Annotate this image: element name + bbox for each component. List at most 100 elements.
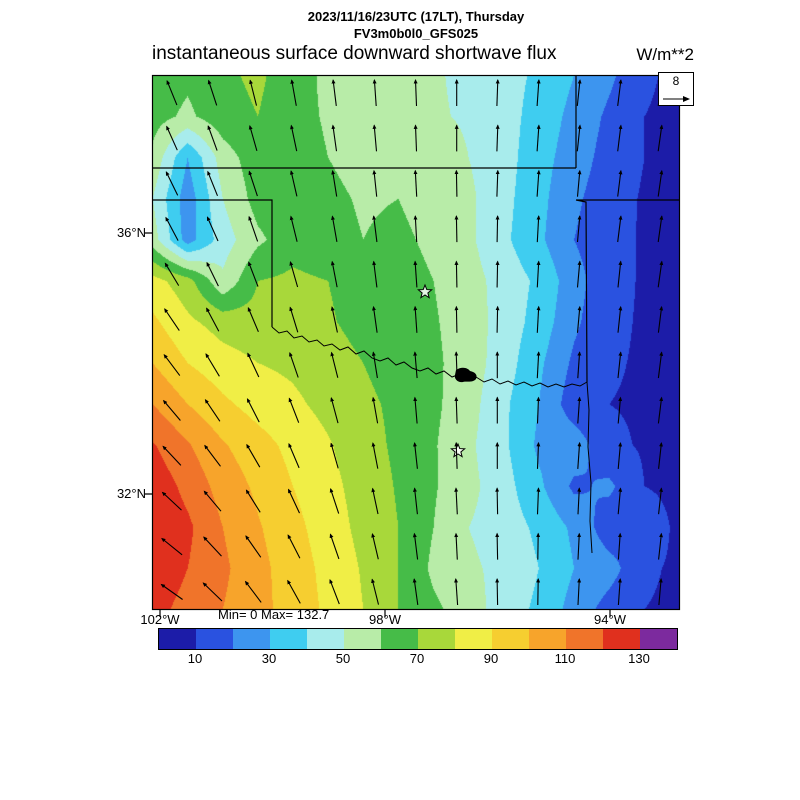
wind-arrow-icon <box>495 578 500 606</box>
wind-arrow-icon <box>577 351 582 379</box>
wind-arrow-icon <box>617 215 623 243</box>
colorbar <box>158 628 678 650</box>
wind-arrow-icon <box>454 487 459 515</box>
wind-arrow-icon <box>536 305 541 333</box>
wind-arrow-icon <box>244 580 262 603</box>
wind-arrow-icon <box>161 491 182 511</box>
wind-arrow-icon <box>202 582 223 602</box>
wind-arrow-icon <box>161 537 183 556</box>
wind-arrow-icon <box>657 305 664 333</box>
units-label: W/m**2 <box>636 45 694 64</box>
wind-arrow-icon <box>617 578 622 606</box>
wind-arrow-icon <box>412 578 419 605</box>
wind-arrow-icon <box>371 578 380 605</box>
wind-arrow-icon <box>413 305 418 333</box>
wind-arrow-icon <box>536 441 541 469</box>
wind-arrow-icon <box>205 353 220 377</box>
wind-arrow-icon <box>289 215 298 242</box>
wind-arrow-icon <box>372 169 378 197</box>
wind-arrow-icon <box>372 79 377 107</box>
wind-arrow-icon <box>577 441 582 469</box>
wind-arrow-icon <box>576 305 582 333</box>
colorbar-segment <box>492 629 529 649</box>
wind-arrow-icon <box>248 124 258 152</box>
wind-arrow-icon <box>371 396 379 424</box>
wind-reference-box: 8 <box>658 72 694 106</box>
wind-arrow-icon <box>206 261 219 287</box>
wind-arrow-icon <box>454 351 459 379</box>
wind-arrow-icon <box>617 124 623 152</box>
lat-tick-label: 36°N <box>116 225 146 240</box>
state-borders <box>152 75 680 554</box>
wind-arrow-icon <box>372 305 378 333</box>
wind-arrow-icon <box>166 79 178 106</box>
wind-arrow-icon <box>454 532 459 560</box>
wind-arrow-icon <box>658 442 663 469</box>
colorbar-segment <box>196 629 233 649</box>
wind-arrow-icon <box>576 260 582 288</box>
wind-arrow-icon <box>657 169 664 197</box>
wind-arrow-icon <box>330 397 339 424</box>
colorbar-segment <box>159 629 196 649</box>
wind-arrow-icon <box>331 124 338 152</box>
wind-arrow-icon <box>657 215 664 243</box>
wind-arrow-icon <box>495 305 500 333</box>
wind-arrow-icon <box>372 215 378 243</box>
wind-reference-arrow-icon <box>663 96 690 102</box>
wind-arrow-icon <box>162 445 182 466</box>
wind-arrow-icon <box>658 487 663 515</box>
wind-arrow-icon <box>288 442 300 469</box>
wind-arrow-icon <box>454 260 459 288</box>
state-border-lines <box>152 75 680 383</box>
wind-arrow-icon <box>329 487 340 514</box>
wind-arrow-icon <box>657 351 664 379</box>
colorbar-segment <box>344 629 381 649</box>
city-star-icon <box>417 283 433 299</box>
wind-arrow-icon <box>617 351 623 379</box>
wind-arrow-icon <box>166 125 178 151</box>
wind-arrow-icon <box>207 125 218 151</box>
colorbar-segment <box>640 629 677 649</box>
texas-arkansas-border <box>586 381 593 554</box>
wind-arrow-icon <box>289 351 299 378</box>
wind-arrow-icon <box>203 490 222 512</box>
wind-arrow-icon <box>413 79 418 107</box>
wind-arrow-icon <box>248 261 259 287</box>
wind-arrow-icon <box>331 169 338 197</box>
wind-arrow-icon <box>207 79 218 106</box>
wind-arrow-icon <box>413 351 418 379</box>
wind-arrow-icon <box>248 215 259 242</box>
wind-arrow-icon <box>329 533 340 560</box>
wind-arrow-icon <box>454 441 459 469</box>
plot-title: instantaneous surface downward shortwave… <box>152 43 557 64</box>
wind-arrow-icon <box>329 578 340 605</box>
wind-arrow-icon <box>207 170 219 197</box>
wind-arrow-icon <box>454 305 459 333</box>
wind-arrow-icon <box>290 79 297 106</box>
wind-arrow-icon <box>371 442 379 469</box>
wind-arrow-icon <box>454 215 459 243</box>
wind-arrow-icon <box>617 487 623 515</box>
wind-arrow-icon <box>617 442 623 469</box>
wind-arrow-icon <box>371 487 379 515</box>
plot-frame <box>151 74 681 611</box>
colorbar-segment <box>566 629 603 649</box>
wind-arrow-icon <box>290 124 298 152</box>
wind-arrow-icon <box>536 79 541 107</box>
wind-arrow-icon <box>248 170 258 197</box>
wind-arrow-icon <box>247 352 260 378</box>
wind-arrow-icon <box>495 532 500 560</box>
lon-tick-label: 94°W <box>594 612 626 627</box>
wind-arrow-icon <box>413 396 418 424</box>
wind-arrow-icon <box>412 532 419 560</box>
wind-arrow-icon <box>658 578 663 606</box>
wind-arrow-icon <box>617 396 623 424</box>
wind-arrow-icon <box>331 79 337 106</box>
wind-arrow-icon <box>246 398 260 423</box>
wind-arrow-icon <box>495 169 500 197</box>
wind-arrow-icon <box>576 215 582 243</box>
model-header: FV3m0b0l0_GFS025 <box>353 26 479 41</box>
wind-arrow-icon <box>617 79 623 106</box>
wind-arrow-icon <box>495 487 500 515</box>
